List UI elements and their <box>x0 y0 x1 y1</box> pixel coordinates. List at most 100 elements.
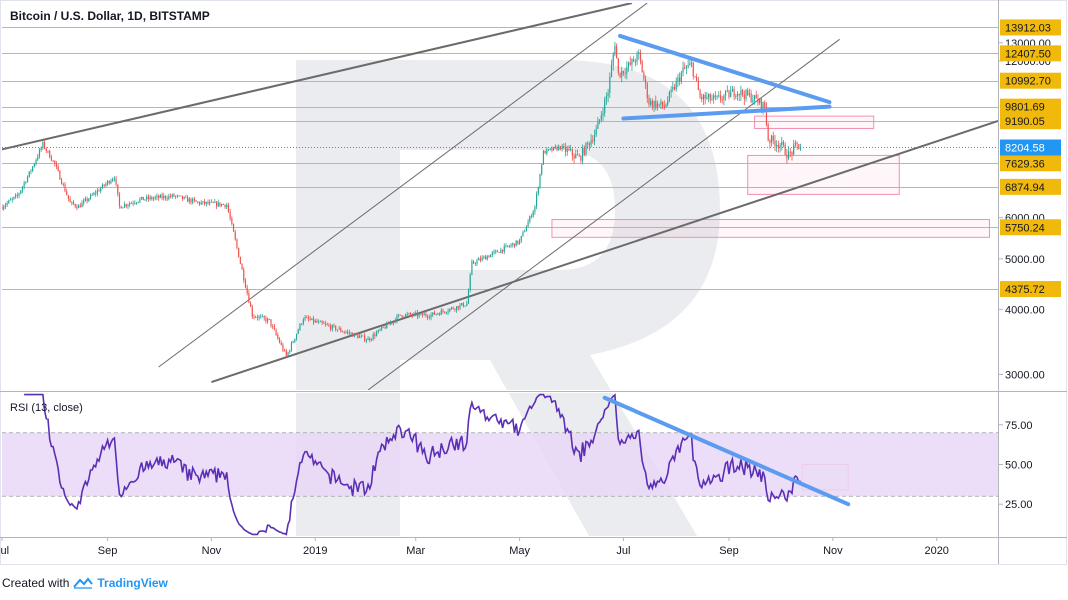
candle-body <box>198 202 201 205</box>
level-label-bg <box>1000 178 1061 195</box>
candle <box>67 195 69 202</box>
candle <box>311 318 313 321</box>
candle <box>244 277 247 289</box>
candle-body <box>227 204 230 212</box>
candle-body <box>793 144 795 155</box>
candle <box>452 306 454 310</box>
candle-body <box>341 331 344 333</box>
candle-body <box>670 89 672 92</box>
level-label-text: 12407.50 <box>1005 48 1051 60</box>
candle <box>670 85 672 98</box>
candle <box>776 140 778 153</box>
candle-body <box>321 321 323 323</box>
candle-body <box>648 98 650 105</box>
candle <box>496 249 499 253</box>
candle-body <box>413 313 415 316</box>
candle-body <box>401 315 403 318</box>
candle-body <box>476 260 478 264</box>
candle-body <box>76 206 78 209</box>
candle <box>600 111 602 123</box>
candle <box>151 195 153 201</box>
candle-body <box>110 180 112 184</box>
candle-body <box>777 144 779 148</box>
candle <box>106 179 109 186</box>
candle-body <box>692 62 694 77</box>
candle-body <box>520 235 522 241</box>
candle <box>553 146 555 151</box>
candle-body <box>433 312 436 315</box>
candle-body <box>650 100 652 105</box>
candle-body <box>328 324 330 326</box>
candle-body <box>622 71 625 74</box>
footer: Created with TradingView <box>2 574 168 592</box>
candle-body <box>267 318 269 322</box>
candle <box>570 144 572 152</box>
candle-body <box>595 128 597 136</box>
candle <box>612 52 614 71</box>
candle-body <box>84 198 87 201</box>
candle-body <box>127 204 129 207</box>
candle-body <box>459 304 461 309</box>
candle-body <box>118 194 121 207</box>
candle <box>246 284 248 296</box>
candle <box>370 338 373 342</box>
candle <box>692 61 694 80</box>
level-label-bg <box>1000 98 1061 115</box>
candle-body <box>585 142 587 155</box>
candle <box>20 189 22 195</box>
candle-body <box>428 317 430 319</box>
candle-body <box>389 322 391 325</box>
candle <box>98 188 100 192</box>
current-price-label-bg <box>1000 139 1061 156</box>
rsi-tick-label: 75.00 <box>1005 420 1033 432</box>
candle-body <box>26 176 29 183</box>
candle <box>321 319 323 325</box>
candle-body <box>144 199 146 201</box>
candle-body <box>549 148 551 150</box>
candle <box>202 201 204 205</box>
candle <box>716 95 718 100</box>
candle <box>641 59 643 73</box>
candle <box>675 77 677 92</box>
candle-body <box>229 211 231 219</box>
candle-body <box>391 322 393 324</box>
candle-body <box>358 336 361 338</box>
candle <box>643 70 645 82</box>
candle <box>35 158 37 166</box>
candle <box>360 332 362 339</box>
candle-body <box>551 148 553 151</box>
candle <box>13 196 15 201</box>
candle <box>357 332 359 339</box>
time-tick-label: 2019 <box>303 545 327 557</box>
candle-body <box>483 256 485 258</box>
target-box-3 <box>551 219 990 238</box>
footer-brand[interactable]: TradingView <box>97 576 168 590</box>
candle-body <box>352 333 354 337</box>
candle-body <box>525 227 527 232</box>
candle-body <box>544 150 546 154</box>
candle <box>282 342 284 353</box>
candle <box>25 181 27 185</box>
candle <box>772 131 774 145</box>
candle <box>745 88 747 102</box>
candle-body <box>11 198 13 200</box>
candle-body <box>336 329 339 331</box>
candle <box>619 72 621 79</box>
candle-body <box>730 91 732 98</box>
candle-body <box>564 147 567 152</box>
candle <box>462 302 464 308</box>
candle <box>248 290 250 304</box>
candle <box>232 223 235 232</box>
candle <box>204 198 206 206</box>
candle <box>219 202 221 208</box>
candle <box>798 144 800 150</box>
candle <box>755 90 757 99</box>
candle-body <box>54 160 56 164</box>
candle <box>507 245 509 248</box>
candle <box>185 194 187 198</box>
candle <box>287 351 289 357</box>
candle-body <box>132 202 134 204</box>
price-tick-label: 4000.00 <box>1005 304 1045 316</box>
candle-body <box>382 326 384 328</box>
